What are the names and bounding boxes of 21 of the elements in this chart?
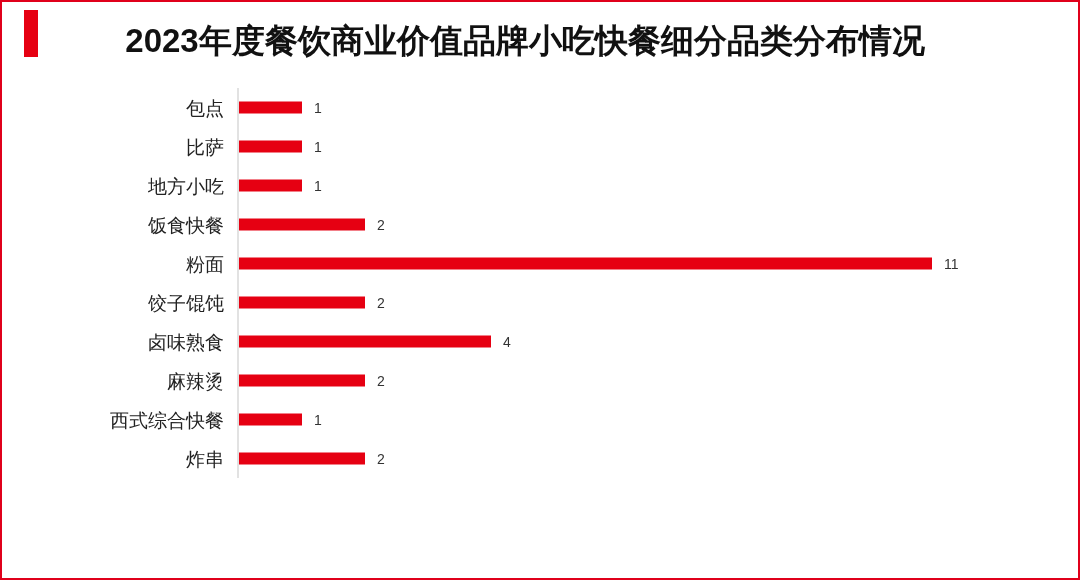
category-label: 饺子馄饨 <box>148 292 224 314</box>
category-label: 炸串 <box>186 448 224 470</box>
category-label: 包点 <box>186 97 224 119</box>
category-label: 比萨 <box>186 136 224 158</box>
data-label: 4 <box>503 333 511 350</box>
data-label: 2 <box>377 216 385 233</box>
category-label: 麻辣烫 <box>167 370 224 392</box>
category-label: 地方小吃 <box>148 175 224 197</box>
category-label: 粉面 <box>186 253 224 275</box>
category-label: 西式综合快餐 <box>110 409 224 431</box>
category-label: 卤味熟食 <box>148 331 224 353</box>
data-label: 11 <box>944 255 959 272</box>
data-label: 1 <box>314 138 322 155</box>
data-label: 1 <box>314 411 322 428</box>
data-label: 2 <box>377 450 385 467</box>
title: 2023年度餐饮商业价值品牌小吃快餐细分品类分布情况 <box>125 22 925 59</box>
category-label: 饭食快餐 <box>148 214 224 236</box>
data-label: 1 <box>314 99 322 116</box>
data-label: 1 <box>314 177 322 194</box>
data-label: 2 <box>377 372 385 389</box>
data-label: 2 <box>377 294 385 311</box>
